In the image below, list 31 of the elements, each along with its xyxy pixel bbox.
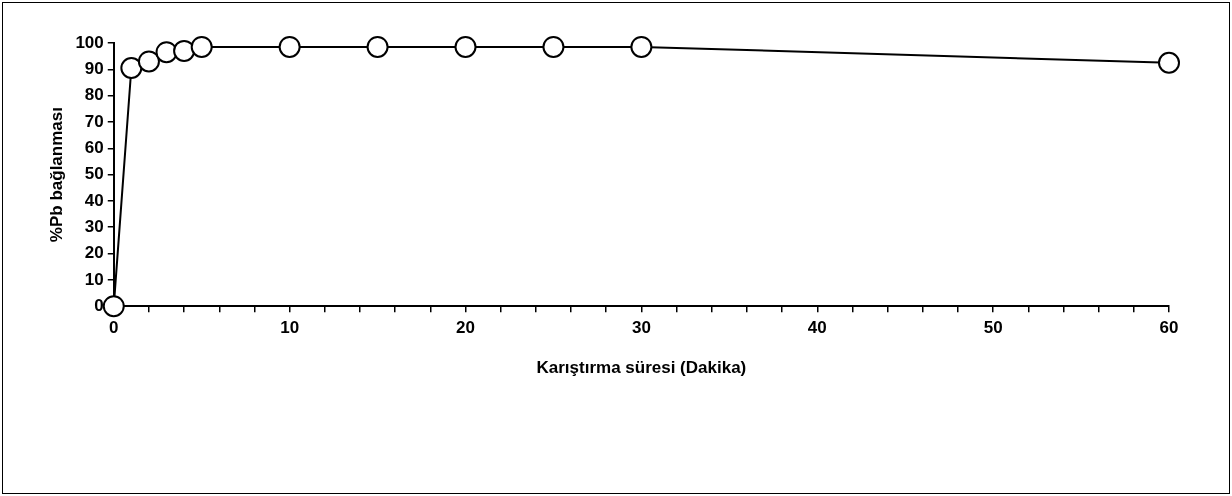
point (1158, 51, 1180, 74)
y-tick-label: 90 (84, 59, 104, 79)
point (190, 35, 213, 58)
x-tick-label: 30 (631, 318, 651, 338)
y-tick-label: 10 (84, 269, 104, 289)
point (630, 35, 653, 58)
x-axis-title: Karıştırma süresi (Dakika) (536, 358, 747, 378)
point (137, 50, 160, 73)
point (173, 39, 196, 62)
y-tick-label: 70 (84, 111, 104, 131)
y-tick-label: 40 (84, 190, 104, 210)
y-tick-label: 80 (84, 85, 104, 105)
y-tick-label: 60 (84, 137, 104, 157)
y-tick-label: 100 (75, 32, 104, 52)
y-tick-label: 20 (84, 243, 104, 263)
y-tick-label: 50 (84, 164, 104, 184)
point (542, 35, 565, 58)
x-tick-label: 60 (1159, 318, 1179, 338)
y-tick-label: 30 (84, 216, 104, 236)
x-tick-label: 40 (807, 318, 827, 338)
point (278, 35, 301, 58)
point (120, 57, 143, 79)
point (366, 35, 389, 58)
x-tick-label: 50 (983, 318, 1003, 338)
y-tick-label: 0 (94, 295, 104, 315)
x-tick-label: 10 (280, 318, 300, 338)
y-axis-title: %Pb bağlanması (46, 107, 66, 243)
x-tick-label: 0 (109, 318, 119, 338)
x-tick-label: 20 (456, 318, 475, 338)
point (454, 35, 477, 58)
point (102, 295, 125, 318)
